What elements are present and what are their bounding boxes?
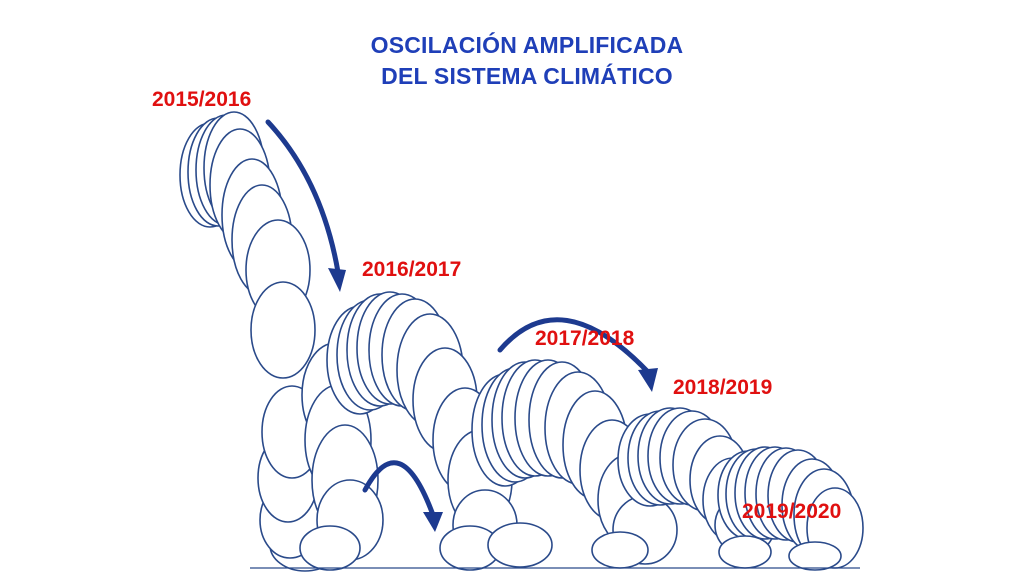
ball-outline [591, 531, 649, 569]
label-2016-2017: 2016/2017 [362, 258, 462, 281]
ball-outline [299, 525, 361, 571]
ball-outline [718, 535, 772, 569]
arrow-arc-3 [362, 460, 436, 518]
ball-outline [250, 281, 316, 379]
label-2019-2020: 2019/2020 [742, 500, 842, 523]
arrow-arc-2-head [638, 368, 658, 392]
arrow-down-1 [265, 119, 341, 275]
arrow-down-1-head [328, 268, 346, 292]
arrow-arc-3-head [423, 512, 443, 532]
title-line-1: OSCILACIÓN AMPLIFICADA [370, 32, 684, 58]
label-2017-2018: 2017/2018 [535, 327, 635, 350]
ball-outline [788, 541, 842, 571]
arrows-group [265, 119, 658, 532]
label-2015-2016: 2015/2016 [152, 88, 252, 111]
arrow-arc-2 [497, 317, 651, 375]
title-line-2: DEL SISTEMA CLIMÁTICO [381, 63, 673, 89]
label-2018-2019: 2018/2019 [673, 376, 773, 399]
ball-outline [487, 522, 553, 568]
ball-trail [179, 111, 864, 572]
